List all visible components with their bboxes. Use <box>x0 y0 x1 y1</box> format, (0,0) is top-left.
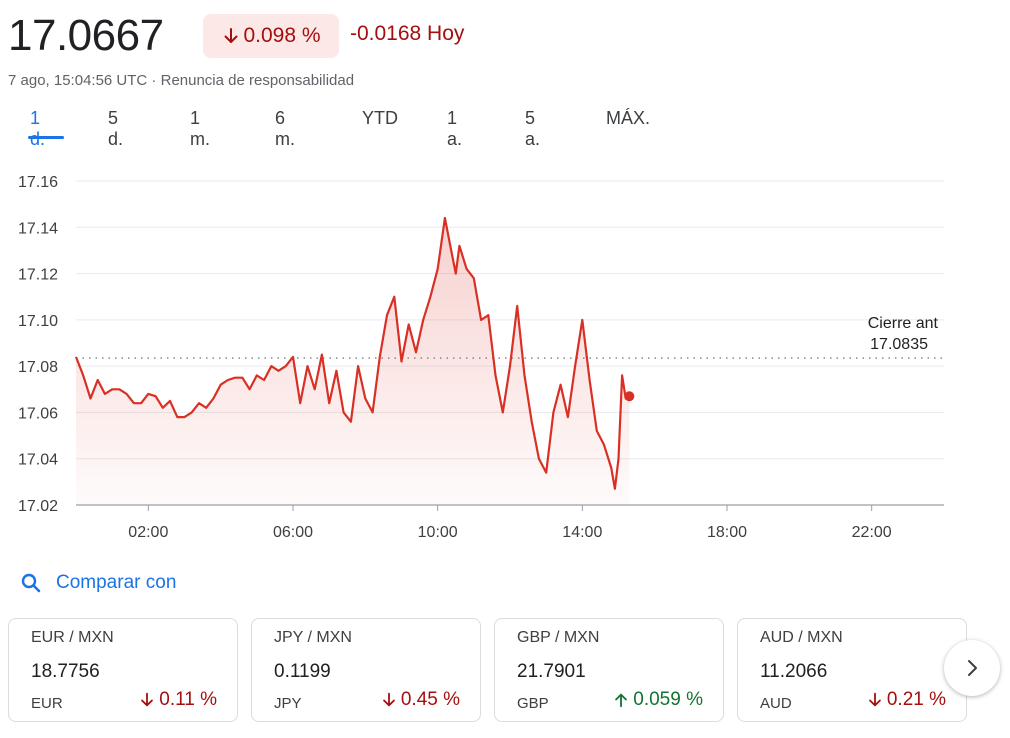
arrow-down-icon <box>868 692 881 707</box>
arrow-down-icon <box>141 692 154 707</box>
y-tick-label: 17.14 <box>18 220 58 237</box>
card-currency: AUD <box>760 695 792 712</box>
card-change-value: 0.059 % <box>633 689 703 710</box>
search-icon <box>21 573 41 593</box>
compare-label: Comparar con <box>56 572 177 593</box>
prev-close-label: Cierre ant <box>868 315 939 332</box>
tab-5-days[interactable]: 5 d. <box>108 108 124 149</box>
x-tick-label: 18:00 <box>707 524 747 541</box>
card-change-value: 0.21 % <box>886 689 946 710</box>
chevron-right-icon <box>968 660 977 676</box>
y-tick-label: 17.08 <box>18 359 58 376</box>
tab-5-years[interactable]: 5 a. <box>525 108 541 149</box>
quote-timestamp: 7 ago, 15:04:56 UTC <box>8 72 148 89</box>
active-tab-indicator <box>28 136 64 139</box>
change-percent-value: 0.098 % <box>243 24 321 47</box>
tab-ytd[interactable]: YTD <box>362 108 398 128</box>
card-change: 0.45 % <box>380 689 460 711</box>
y-tick-label: 17.04 <box>18 452 58 469</box>
card-change-value: 0.45 % <box>400 689 460 710</box>
card-pair: AUD / MXN <box>760 629 843 646</box>
card-value: 0.1199 <box>274 661 331 682</box>
x-tick-label: 06:00 <box>273 524 313 541</box>
meta-separator: · <box>147 72 161 89</box>
series-line <box>74 216 630 490</box>
y-tick-label: 17.02 <box>18 498 58 515</box>
card-value: 21.7901 <box>517 661 586 682</box>
x-tick-label: 14:00 <box>562 524 602 541</box>
tab-1-year[interactable]: 1 a. <box>447 108 463 149</box>
current-point-marker <box>624 391 635 402</box>
card-currency: JPY <box>274 695 302 712</box>
y-tick-label: 17.12 <box>18 267 58 284</box>
x-tick-label: 10:00 <box>418 524 458 541</box>
prev-close-value: 17.0835 <box>870 336 928 353</box>
y-tick-label: 17.06 <box>18 405 58 422</box>
card-change-value: 0.11 % <box>159 689 217 710</box>
change-percent-badge: 0.098 % <box>203 14 339 58</box>
compare-card-gbp-mxn[interactable]: GBP / MXN 21.7901 GBP 0.059 % <box>494 618 724 722</box>
tab-1-month[interactable]: 1 m. <box>190 108 210 149</box>
arrow-up-icon <box>615 693 628 708</box>
current-price: 17.0667 <box>8 11 164 60</box>
card-change: 0.21 % <box>866 689 946 711</box>
compare-card-eur-mxn[interactable]: EUR / MXN 18.7756 EUR 0.11 % <box>8 618 238 722</box>
compare-card-aud-mxn[interactable]: AUD / MXN 11.2066 AUD 0.21 % <box>737 618 967 722</box>
card-change: 0.059 % <box>612 689 703 711</box>
card-change: 0.11 % <box>138 689 217 711</box>
change-absolute: -0.0168 Hoy <box>350 22 465 45</box>
card-pair: EUR / MXN <box>31 629 114 646</box>
tab-6-months[interactable]: 6 m. <box>275 108 295 149</box>
price-chart[interactable]: 17.16 17.14 17.12 17.10 17.08 17.06 17.04 17.02… <box>0 160 960 560</box>
series-area <box>76 218 630 505</box>
arrow-down-icon <box>382 692 395 707</box>
card-pair: GBP / MXN <box>517 629 600 646</box>
disclaimer-link[interactable]: Renuncia de responsabilidad <box>160 72 355 89</box>
x-tick-label: 22:00 <box>852 524 892 541</box>
x-tick-label: 02:00 <box>128 524 168 541</box>
quote-meta: 7 ago, 15:04:56 UTC · Renuncia de respon… <box>8 72 354 89</box>
card-value: 11.2066 <box>760 661 828 682</box>
compare-button[interactable]: Comparar con <box>20 572 176 594</box>
next-cards-button[interactable] <box>944 640 1000 696</box>
tab-max[interactable]: MÁX. <box>606 108 651 128</box>
card-value: 18.7756 <box>31 661 100 682</box>
y-tick-label: 17.10 <box>18 313 58 330</box>
y-tick-label: 17.16 <box>18 174 58 191</box>
arrow-down-icon <box>224 28 238 43</box>
card-currency: GBP <box>517 695 549 712</box>
card-pair: JPY / MXN <box>274 629 352 646</box>
card-currency: EUR <box>31 695 63 712</box>
tab-1-day[interactable]: 1 d. <box>30 108 46 149</box>
compare-card-jpy-mxn[interactable]: JPY / MXN 0.1199 JPY 0.45 % <box>251 618 481 722</box>
